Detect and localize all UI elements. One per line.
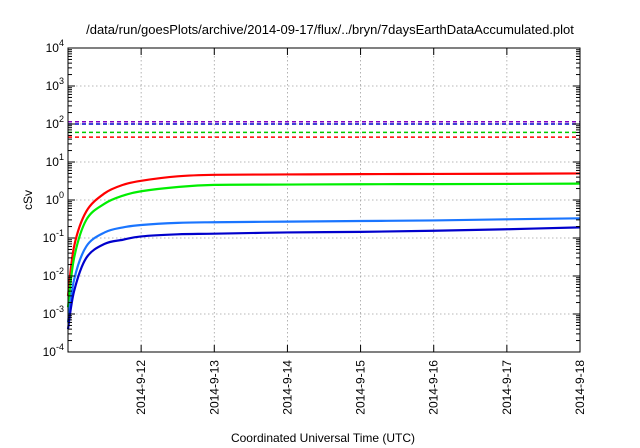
x-tick-label: 2014-9-12: [134, 360, 148, 415]
x-tick-label: 2014-9-14: [280, 360, 294, 415]
y-tick-label: 10-2: [43, 266, 64, 283]
y-tick-label: 102: [46, 114, 64, 131]
y-tick-label: 100: [46, 190, 64, 207]
y-tick-labels: 10-4 10-3 10-2 10-1 100 101 102 103 104: [43, 38, 580, 359]
series-group: [66, 172, 581, 330]
x-tick-labels: 2014-9-12 2014-9-13 2014-9-14 2014-9-15 2014…: [134, 48, 587, 415]
series-line: [66, 217, 581, 323]
y-tick-label: 10-3: [43, 304, 64, 321]
x-tick-label: 2014-9-18: [573, 360, 587, 415]
series-line: [66, 226, 581, 330]
series-line: [66, 182, 581, 308]
series-line: [66, 172, 581, 297]
y-tick-label: 101: [46, 152, 64, 169]
grid: [68, 48, 580, 352]
x-tick-label: 2014-9-16: [427, 360, 441, 415]
y-tick-label: 103: [46, 76, 64, 93]
y-tick-label: 10-1: [43, 228, 64, 245]
y-tick-label: 10-4: [43, 342, 64, 359]
x-tick-label: 2014-9-13: [207, 360, 221, 415]
x-tick-label: 2014-9-17: [500, 360, 514, 415]
chart-title: /data/run/goesPlots/archive/2014-09-17/f…: [86, 22, 574, 37]
y-tick-label: 104: [46, 38, 64, 55]
reference-lines: [68, 120, 580, 138]
x-axis-label: Coordinated Universal Time (UTC): [231, 431, 415, 445]
x-tick-label: 2014-9-15: [354, 360, 368, 415]
y-axis-label: cSv: [21, 190, 35, 210]
